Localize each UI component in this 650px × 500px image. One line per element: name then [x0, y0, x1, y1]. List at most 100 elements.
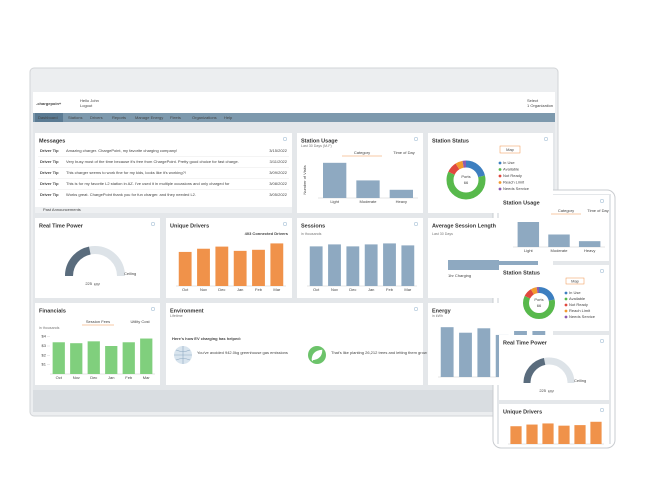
message-tag: Driver Tip [40, 159, 59, 164]
bar [233, 250, 247, 286]
panel-title: Environment [170, 308, 204, 314]
nav-active [35, 113, 63, 122]
legend-swatch [498, 187, 502, 191]
bar [252, 249, 265, 286]
bar [178, 251, 192, 286]
bar [517, 222, 540, 247]
connected-drivers: 403 Connected Drivers [245, 231, 289, 236]
bar [590, 421, 602, 444]
x-tick-label: Oct [182, 287, 189, 292]
bar [140, 338, 153, 374]
x-tick-label: Nov [331, 287, 338, 292]
gauge-ceiling: Ceiling [574, 378, 586, 383]
power-unit: kW [548, 389, 554, 394]
legend-swatch [564, 303, 568, 307]
power-value: 225 [85, 281, 92, 286]
legend-label: In Use [503, 160, 515, 165]
bar [459, 332, 472, 377]
panel-title: Unique Drivers [170, 223, 209, 229]
panel [297, 133, 423, 213]
legend-swatch [498, 181, 502, 184]
bar [401, 245, 415, 286]
panel-title: Station Usage [301, 138, 338, 144]
trees-planted: That's like planting 26,212 trees and le… [331, 350, 450, 355]
nav-item[interactable]: Stations [68, 115, 82, 120]
panel-subtitle: Last 30 Days (M-F) [301, 144, 332, 148]
nav-item[interactable]: Manage Energy [135, 115, 163, 120]
nav-item[interactable]: Reports [112, 115, 126, 120]
x-tick-label: Mar [143, 375, 151, 380]
legend-label: Needs Service [503, 186, 530, 191]
legend-label: Available [503, 167, 520, 172]
nav-item[interactable]: Fleets [170, 115, 181, 120]
panel-subtitle: Lifetime [170, 314, 183, 318]
power-value: 225 [539, 388, 546, 393]
info-icon [413, 221, 419, 227]
panel-title: Real Time Power [503, 340, 548, 346]
message-date: 3/15/2022 [269, 148, 288, 153]
info-icon [413, 136, 419, 142]
panel [35, 218, 160, 298]
x-tick-label: Light [524, 248, 534, 253]
donut-segment [446, 160, 486, 200]
message-date: 3/11/2022 [270, 159, 288, 164]
x-tick-label: Light [330, 199, 340, 204]
nav-item[interactable]: Drivers [90, 115, 103, 120]
message-text: Works great. ChargePoint thank you for f… [66, 192, 196, 197]
legend-swatch [564, 315, 568, 319]
bar [526, 424, 538, 444]
bar [548, 234, 570, 247]
message-tag: Driver Tip [40, 181, 59, 186]
y-tick-label: $2 [42, 352, 47, 357]
map-button[interactable] [499, 145, 521, 154]
nav-item[interactable]: Help [224, 115, 233, 120]
nav-item[interactable]: Organizations [192, 115, 217, 120]
legend-label: Not Ready [503, 173, 522, 178]
leaf-shape [311, 349, 323, 362]
bar [70, 343, 83, 374]
bar [558, 425, 570, 444]
bar [309, 246, 323, 286]
panel-title: Station Usage [503, 200, 540, 206]
x-tick-label: Heavy [584, 248, 595, 253]
x-tick-label: Oct [56, 375, 63, 380]
donut-label: Ports [461, 174, 470, 179]
nav-bar [33, 113, 555, 122]
bar [270, 243, 284, 286]
map-button[interactable] [565, 277, 585, 285]
bar [52, 342, 65, 374]
org-count: 1 Organization [527, 103, 553, 108]
panel-title: Unique Drivers [503, 409, 542, 415]
bar [215, 246, 229, 286]
y-tick-label: $3 [42, 343, 47, 348]
panel [499, 335, 609, 400]
x-tick-label: Mar [404, 287, 412, 292]
donut-segment [523, 287, 555, 319]
legend-swatch [498, 161, 502, 165]
panel-subtitle: in kWh [432, 314, 443, 318]
x-tick-label: Feb [255, 287, 263, 292]
tab: Category [558, 208, 574, 213]
gas-avoided: You've avoided 942.0kg greenhouse gas em… [197, 350, 288, 355]
panel-subtitle: in thousands [39, 326, 60, 330]
bar [510, 426, 522, 444]
info-icon [150, 221, 156, 227]
logout-link: Logout [80, 103, 93, 108]
info-icon [282, 221, 288, 227]
past-bar [35, 207, 292, 213]
x-tick-label: Mar [273, 287, 281, 292]
panel-title: Station Status [503, 270, 540, 276]
nav-item[interactable]: Dashboard [38, 115, 58, 120]
past-announcements[interactable]: Past Announcements [43, 207, 81, 212]
tab: Category [354, 150, 370, 155]
map-button-label: Map [571, 278, 580, 283]
message-text: Very busy most of the time because it's … [66, 159, 239, 164]
power-unit: kW [94, 282, 100, 287]
bar [383, 243, 396, 286]
bar [346, 246, 360, 286]
tab: Session Fees [86, 319, 110, 324]
y-axis-label: Number of Visits [302, 165, 307, 194]
info-icon [599, 268, 605, 274]
bar [542, 423, 554, 444]
